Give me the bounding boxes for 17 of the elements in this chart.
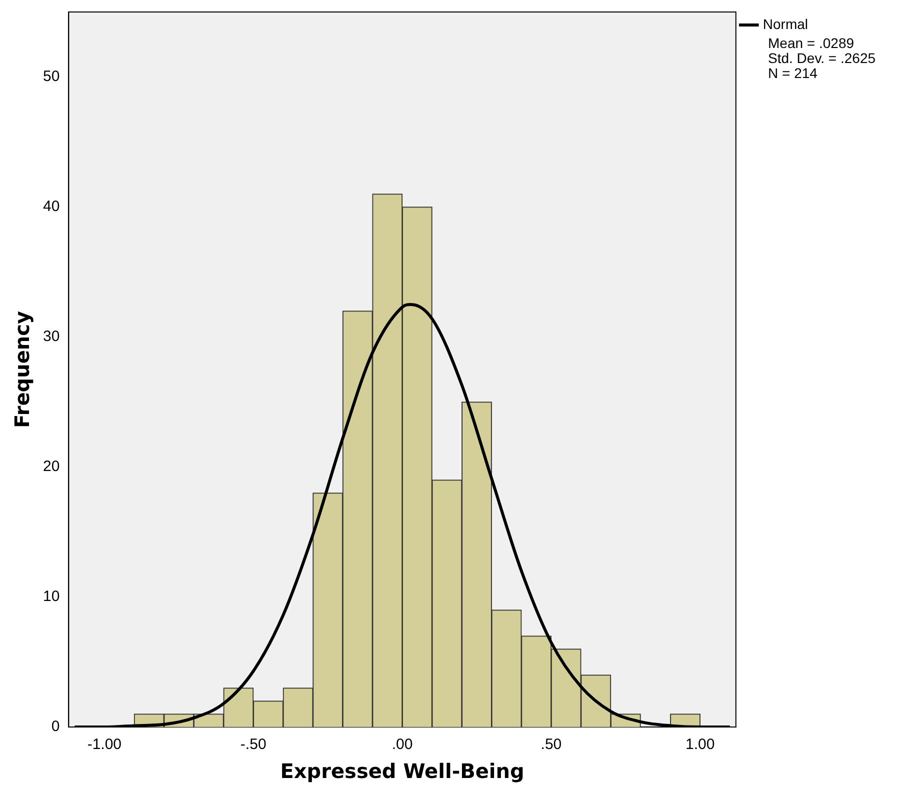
y-tick-label: 50 [42,68,60,86]
text: Mean = .0289 [768,35,856,51]
x-tick-label: -1.00 [87,736,122,754]
x-tick-label: -.50 [240,736,266,754]
y-tick-label: 30 [42,328,60,346]
y-tick-label: 40 [42,198,60,216]
y-tick-label: 20 [42,458,60,476]
y-axis-title: Frequency [10,310,34,428]
legend-label: Normal [762,16,808,32]
y-tick-label: 10 [42,588,60,606]
y-tick-label: 0 [51,718,60,736]
x-tick-label: .50 [540,736,562,754]
text: Std. Dev. = .2625 [768,50,876,66]
x-tick-label: .00 [392,736,413,754]
x-tick-label: 1.00 [686,736,715,754]
text: N = 214 [768,65,818,81]
x-axis-title: Expressed Well-Being [280,759,524,784]
